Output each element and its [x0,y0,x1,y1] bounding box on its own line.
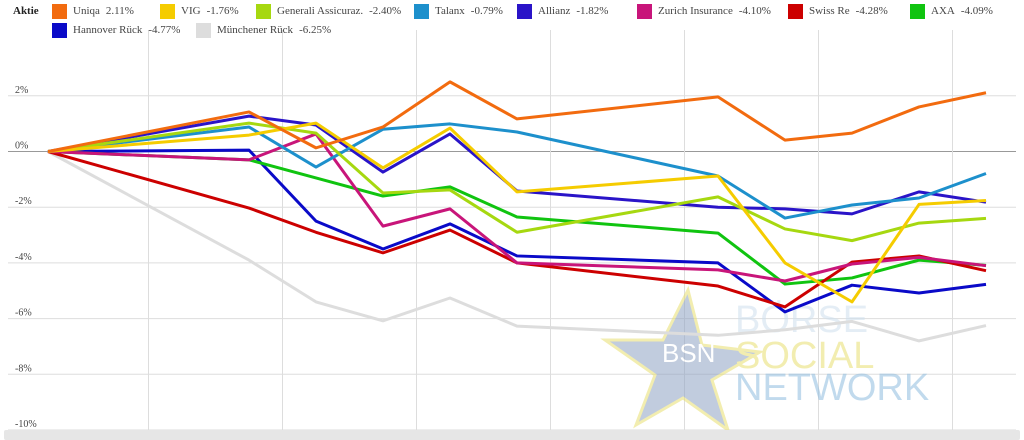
series-line-uniqa[interactable] [47,80,987,153]
legend-change: -1.82% [576,5,609,17]
legend-change: -1.76% [206,5,239,17]
grid [8,30,1016,431]
watermark-line2: SOCIAL [735,335,874,377]
legend-item[interactable]: Hannover Rück -4.77% [52,22,180,38]
legend-label: AXA [931,5,955,17]
series-line-zurich-insurance[interactable] [47,132,987,283]
legend-label: Allianz [538,5,571,17]
legend-change: -4.09% [960,5,993,17]
series-lines [47,80,987,343]
legend-change: -4.28% [855,5,888,17]
y-tick-label: -4% [15,252,32,263]
legend-label: Münchener Rück [217,24,294,36]
y-tick-label: -10% [15,419,37,430]
legend: Aktie Uniqa 2.11% VIG -1.76% Generali Assicu… [0,0,1024,40]
legend-item[interactable]: Talanx -0.79% [414,3,503,19]
legend-item[interactable]: AXA -4.09% [910,3,993,19]
legend-swatch [52,22,67,38]
legend-label: Generali Assicuraz. [277,5,364,17]
y-tick-label: -2% [15,196,32,207]
y-tick-label: 0% [15,141,28,152]
series-line-generali-assicuraz-[interactable] [47,121,987,243]
legend-item[interactable]: Allianz -1.82% [517,3,608,19]
legend-item[interactable]: Zurich Insurance -4.10% [637,3,771,19]
legend-label: Uniqa [73,5,100,17]
series-line-talanx[interactable] [47,122,987,220]
legend-swatch [788,3,803,19]
legend-label: Hannover Rück [73,24,143,36]
y-tick-label: -6% [15,308,32,319]
legend-swatch [910,3,925,19]
series-line-vig[interactable] [47,121,987,304]
series-line-hannover-r-ck[interactable] [47,148,987,314]
legend-item[interactable]: Uniqa 2.11% [52,3,134,19]
legend-change: -0.79% [470,5,503,17]
watermark-logo: BSN BÖRSE SOCIAL NETWORK [600,285,929,434]
legend-swatch [52,3,67,19]
legend-item[interactable]: VIG -1.76% [160,3,239,19]
series-line-m-nchener-r-ck[interactable] [47,150,987,343]
legend-change: -4.10% [738,5,771,17]
legend-swatch [196,22,211,38]
legend-label: Talanx [435,5,465,17]
star-icon [600,285,765,434]
watermark-bsn: BSN [662,338,715,368]
watermark-line3: NETWORK [735,367,929,409]
legend-title: Aktie [13,5,39,17]
y-tick-label: 2% [15,85,28,96]
legend-swatch [160,3,175,19]
legend-label: Zurich Insurance [658,5,733,17]
horizontal-scrollbar[interactable] [4,430,1020,440]
legend-item[interactable]: Münchener Rück -6.25% [196,22,331,38]
legend-change: -6.25% [299,24,332,36]
legend-label: VIG [181,5,201,17]
y-tick-label: -8% [15,363,32,374]
legend-item[interactable]: Generali Assicuraz. -2.40% [256,3,401,19]
legend-change: 2.11% [105,5,134,17]
legend-change: -4.77% [148,24,181,36]
legend-change: -2.40% [369,5,402,17]
legend-item[interactable]: Swiss Re -4.28% [788,3,888,19]
legend-swatch [256,3,271,19]
legend-label: Swiss Re [809,5,850,17]
y-axis: 2% 0% -2% -4% -6% -8% -10% [15,85,37,430]
legend-swatch [637,3,652,19]
legend-swatch [517,3,532,19]
legend-swatch [414,3,429,19]
